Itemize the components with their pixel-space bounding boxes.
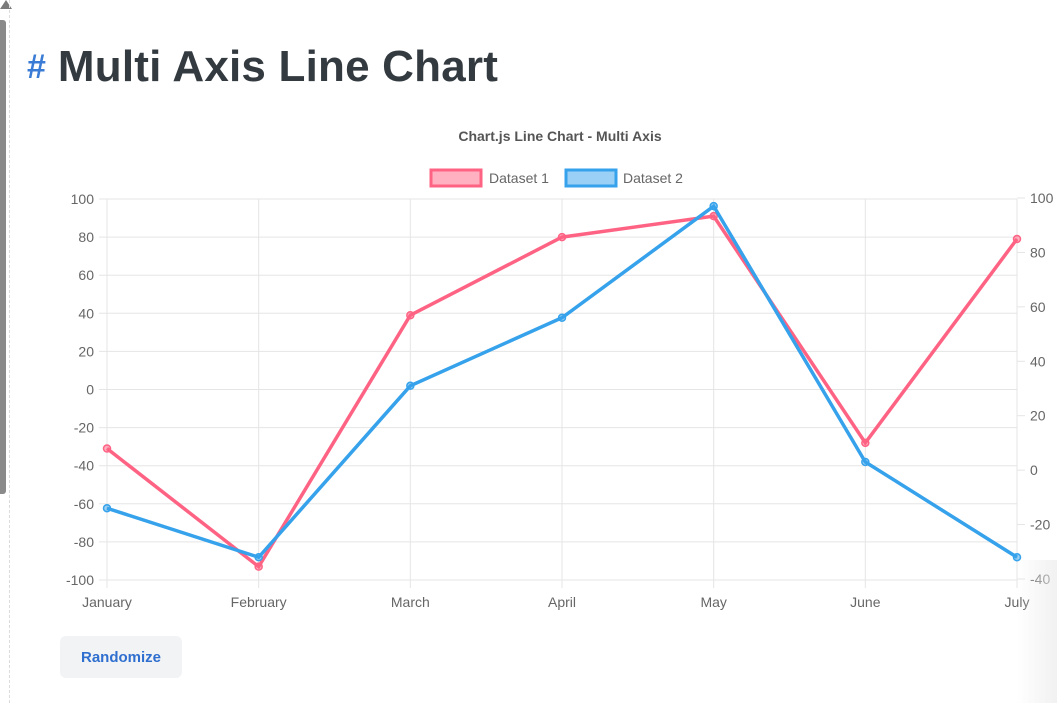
y-left-tick-label: 20: [78, 343, 94, 359]
chart-legend: Dataset 1 Dataset 2: [429, 168, 683, 188]
y-left-tick-label: -100: [66, 572, 94, 588]
page-title-text: Multi Axis Line Chart: [57, 42, 499, 91]
data-point: [861, 438, 870, 448]
x-axis: JanuaryFebruaryMarchAprilMayJuneJuly: [82, 594, 1029, 610]
data-point: [406, 381, 415, 391]
y-left-tick-label: -20: [74, 420, 94, 436]
legend-label-dataset-1: Dataset 1: [489, 170, 549, 186]
y-left-tick-label: 40: [78, 305, 94, 321]
randomize-button[interactable]: Randomize: [60, 636, 182, 678]
data-point: [709, 201, 718, 211]
y-left-tick-label: -40: [74, 458, 94, 474]
y-left-tick-label: 60: [78, 267, 94, 283]
heading-anchor-link[interactable]: #: [27, 47, 46, 86]
y-right-tick-label: 100: [1030, 190, 1054, 206]
y-left-tick-label: -60: [74, 496, 94, 512]
y-right-tick-label: 60: [1030, 299, 1046, 315]
right-edge-shadow: [1017, 560, 1057, 703]
data-point: [102, 444, 112, 453]
chart-grid: [99, 197, 1025, 588]
x-tick-label: January: [82, 594, 132, 610]
data-point: [102, 503, 112, 513]
y-left-tick-label: 100: [71, 191, 95, 207]
left-divider: [9, 0, 10, 703]
legend-label-dataset-2: Dataset 2: [623, 170, 683, 186]
left-scrollbar[interactable]: [0, 20, 6, 494]
data-point: [1012, 234, 1022, 244]
data-point: [557, 313, 567, 322]
x-tick-label: February: [231, 594, 287, 610]
x-tick-label: May: [700, 594, 726, 610]
y-axis-left: 100 80 60 40 20 0 -20 -40 -60 -80 -100: [66, 191, 94, 588]
chart-title: Chart.js Line Chart - Multi Axis: [458, 128, 661, 144]
data-point: [406, 310, 415, 320]
data-point: [557, 232, 567, 242]
line-chart: Chart.js Line Chart - Multi Axis Dataset …: [66, 128, 1054, 610]
chart-container: Chart.js Line Chart - Multi Axis Dataset …: [66, 128, 1054, 610]
y-left-tick-label: 80: [78, 229, 94, 245]
y-right-tick-label: 40: [1030, 353, 1046, 369]
data-point: [254, 562, 263, 571]
legend-swatch-dataset-1: [429, 168, 483, 188]
data-point: [861, 457, 870, 467]
y-left-tick-label: 0: [86, 382, 94, 398]
y-right-tick-label: -20: [1030, 517, 1050, 533]
y-right-tick-label: 80: [1030, 244, 1046, 260]
series-dataset-1: [102, 211, 1022, 571]
page-title: # Multi Axis Line Chart: [27, 42, 498, 92]
x-tick-label: March: [391, 594, 430, 610]
data-point: [709, 211, 718, 221]
y-right-tick-label: 0: [1030, 462, 1038, 478]
legend-swatch-dataset-2: [564, 168, 618, 188]
data-point: [254, 552, 263, 562]
y-left-tick-label: -80: [74, 534, 94, 550]
scroll-up-arrow-icon[interactable]: [0, 0, 12, 9]
x-tick-label: April: [548, 594, 576, 610]
y-right-tick-label: 20: [1030, 408, 1046, 424]
series-dataset-2: [102, 201, 1022, 562]
x-tick-label: June: [850, 594, 881, 610]
